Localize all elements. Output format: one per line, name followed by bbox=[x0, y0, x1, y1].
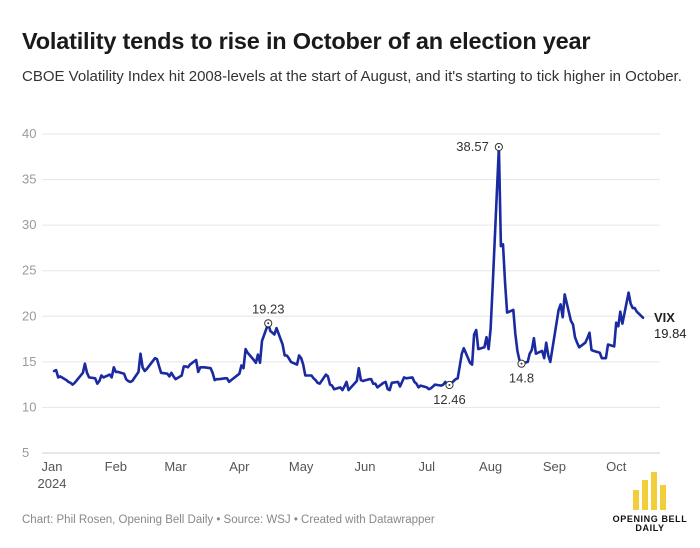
x-tick-label: Aug bbox=[479, 459, 502, 474]
opening-bell-daily-logo: OPENING BELL DAILY bbox=[605, 472, 695, 538]
vix-series-line bbox=[52, 145, 645, 392]
x-axis-tick-labels: Jan 2024 Feb Mar Apr May Jun Jul Aug Sep Oct bbox=[38, 459, 627, 491]
annotation-marker-dot bbox=[497, 146, 500, 149]
x-tick-label: May bbox=[289, 459, 314, 474]
annotation-marker-dot bbox=[448, 384, 451, 387]
x-tick-label: Sep bbox=[543, 459, 566, 474]
x-tick-label: Oct bbox=[606, 459, 627, 474]
y-tick-label: 5 bbox=[22, 445, 29, 460]
y-tick-label: 10 bbox=[22, 399, 36, 414]
bar-chart-icon bbox=[633, 472, 667, 510]
x-tick-label: Mar bbox=[164, 459, 187, 474]
x-tick-label: Jan bbox=[42, 459, 63, 474]
annotation-label: 12.46 bbox=[433, 392, 466, 407]
chart-credit: Chart: Phil Rosen, Opening Bell Daily • … bbox=[22, 514, 435, 526]
y-tick-label: 40 bbox=[22, 126, 36, 141]
chart-title: Volatility tends to rise in October of a… bbox=[22, 28, 591, 54]
series-name-label: VIX bbox=[654, 310, 675, 325]
x-tick-sublabel: 2024 bbox=[38, 476, 67, 491]
y-axis-tick-labels: 5 10 15 20 25 30 35 40 bbox=[22, 126, 36, 460]
x-tick-label: Jun bbox=[355, 459, 376, 474]
annotation-marker-dot bbox=[520, 362, 523, 365]
annotation-label: 19.23 bbox=[252, 301, 285, 316]
y-tick-label: 25 bbox=[22, 263, 36, 278]
x-tick-label: Feb bbox=[105, 459, 127, 474]
y-tick-label: 15 bbox=[22, 354, 36, 369]
chart-subtitle: CBOE Volatility Index hit 2008-levels at… bbox=[22, 68, 682, 85]
series-last-value: 19.84 bbox=[654, 326, 687, 341]
y-tick-label: 20 bbox=[22, 308, 36, 323]
grid-lines bbox=[42, 133, 660, 454]
y-tick-label: 35 bbox=[22, 172, 36, 187]
logo-wordmark: OPENING BELL DAILY bbox=[612, 514, 688, 533]
annotation-label: 38.57 bbox=[456, 139, 489, 154]
annotation-marker-dot bbox=[267, 322, 270, 325]
x-tick-label: Apr bbox=[229, 459, 250, 474]
annotation-label: 14.8 bbox=[509, 371, 534, 386]
annotations: 19.23 12.46 38.57 14.8 bbox=[252, 139, 534, 407]
x-tick-label: Jul bbox=[418, 459, 435, 474]
y-tick-label: 30 bbox=[22, 217, 36, 232]
